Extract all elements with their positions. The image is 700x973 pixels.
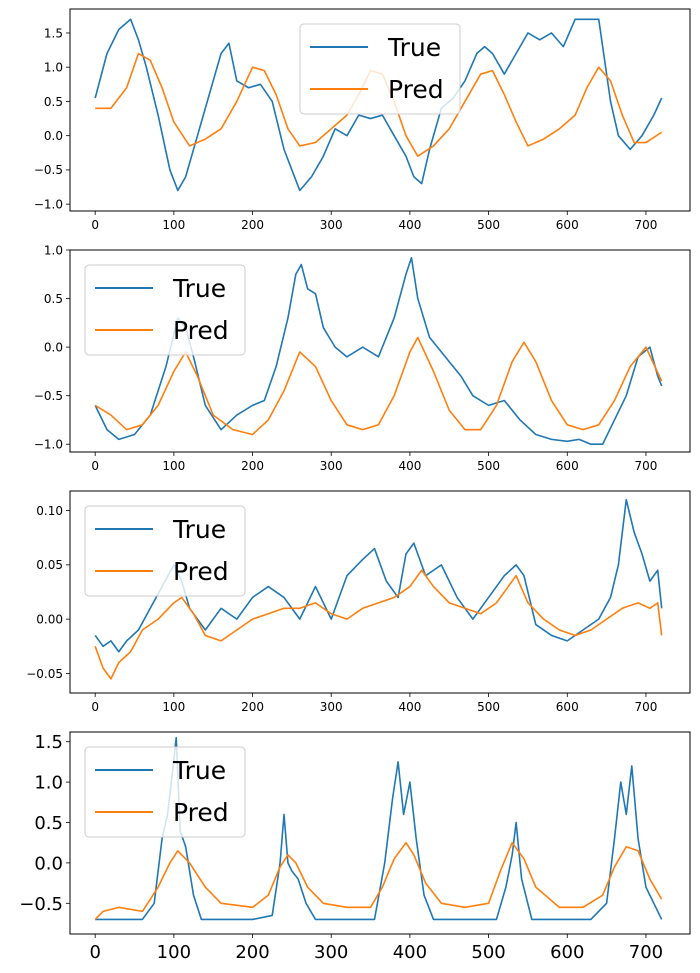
x-tick-label: 200 — [241, 218, 264, 232]
x-tick-label: 100 — [162, 700, 185, 714]
legend-label-pred: Pred — [173, 316, 229, 345]
legend-label-true: True — [172, 756, 226, 785]
y-tick-label: 1.5 — [34, 732, 63, 753]
y-tick-label: 0.0 — [34, 853, 63, 874]
legend-label-true: True — [172, 274, 226, 303]
y-tick-label: 1.0 — [44, 61, 63, 75]
y-tick-label: 0.05 — [36, 558, 63, 572]
x-tick-label: 100 — [162, 459, 185, 473]
x-tick-label: 600 — [556, 700, 579, 714]
x-tick-label: 400 — [398, 700, 421, 714]
x-tick-label: 400 — [398, 218, 421, 232]
x-tick-label: 100 — [162, 218, 185, 232]
legend: True Pred — [299, 23, 461, 115]
x-tick-label: 0 — [91, 459, 99, 473]
plot-frame — [69, 731, 691, 935]
x-tick-label: 700 — [629, 942, 663, 963]
plot-frame — [69, 490, 691, 694]
legend-label-pred: Pred — [173, 798, 229, 827]
x-tick-label: 0 — [91, 218, 99, 232]
x-tick-label: 500 — [477, 218, 500, 232]
legend: True Pred — [84, 505, 246, 597]
x-tick-label: 0 — [89, 942, 100, 963]
x-tick-label: 200 — [235, 942, 269, 963]
y-tick-label: 0.10 — [36, 504, 63, 518]
legend: True Pred — [84, 746, 246, 838]
x-tick-label: 100 — [157, 942, 191, 963]
x-tick-label: 600 — [556, 459, 579, 473]
subplot-4: 0 100 200 300 400 500 600 700 −0.5 0.0 0.5 1.0 1.5 Tr… — [19, 731, 691, 963]
series-line-pred — [94, 569, 663, 680]
y-tick-label: −1.0 — [34, 197, 63, 211]
y-tick-label: −0.5 — [34, 389, 63, 403]
x-tick-label: 700 — [634, 700, 657, 714]
x-tick-label: 300 — [314, 942, 348, 963]
x-tick-label: 400 — [398, 459, 421, 473]
y-tick-label: 1.0 — [44, 243, 63, 257]
y-tick-label: −0.5 — [34, 163, 63, 177]
y-tick-label: 0.5 — [34, 813, 63, 834]
y-tick-label: −1.0 — [34, 438, 63, 452]
x-tick-label: 500 — [477, 459, 500, 473]
x-tick-label: 300 — [320, 459, 343, 473]
series-line-true — [94, 18, 663, 192]
y-tick-label: 0.0 — [44, 340, 63, 354]
x-tick-label: 300 — [320, 218, 343, 232]
plot-frame — [69, 249, 691, 453]
x-tick-label: 600 — [556, 218, 579, 232]
legend-label-true: True — [387, 33, 441, 62]
x-tick-label: 500 — [477, 700, 500, 714]
y-tick-label: 0.00 — [36, 612, 63, 626]
legend-label-pred: Pred — [173, 557, 229, 586]
y-tick-label: 1.0 — [34, 773, 63, 794]
x-tick-label: 0 — [91, 700, 99, 714]
y-tick-label: −0.05 — [26, 667, 63, 681]
x-tick-label: 500 — [471, 942, 505, 963]
x-tick-label: 400 — [393, 942, 427, 963]
y-tick-label: 1.5 — [44, 26, 63, 40]
x-tick-label: 700 — [634, 218, 657, 232]
legend-label-true: True — [172, 515, 226, 544]
x-tick-label: 200 — [241, 700, 264, 714]
legend-label-pred: Pred — [388, 75, 444, 104]
legend: True Pred — [84, 264, 246, 356]
plot-frame — [69, 8, 691, 212]
y-tick-label: −0.5 — [19, 894, 63, 915]
y-tick-label: 0.5 — [44, 292, 63, 306]
x-tick-label: 300 — [320, 700, 343, 714]
subplot-3: 0 100 200 300 400 500 600 700 −0.05 0.00 0.05 0.10 T… — [26, 490, 691, 714]
series-line-pred — [94, 336, 663, 436]
subplot-2: 0 100 200 300 400 500 600 700 −1.0 −0.5 0.0 0.5 1.0 T… — [34, 243, 691, 473]
y-tick-label: 0.5 — [44, 95, 63, 109]
series-line-pred — [94, 841, 663, 921]
x-tick-label: 700 — [634, 459, 657, 473]
x-tick-label: 600 — [550, 942, 584, 963]
x-tick-label: 200 — [241, 459, 264, 473]
y-tick-label: 0.0 — [44, 129, 63, 143]
subplot-1: 0 100 200 300 400 500 600 700 −1.0 −0.5 0.0 0.5 1.0 1… — [34, 8, 691, 232]
